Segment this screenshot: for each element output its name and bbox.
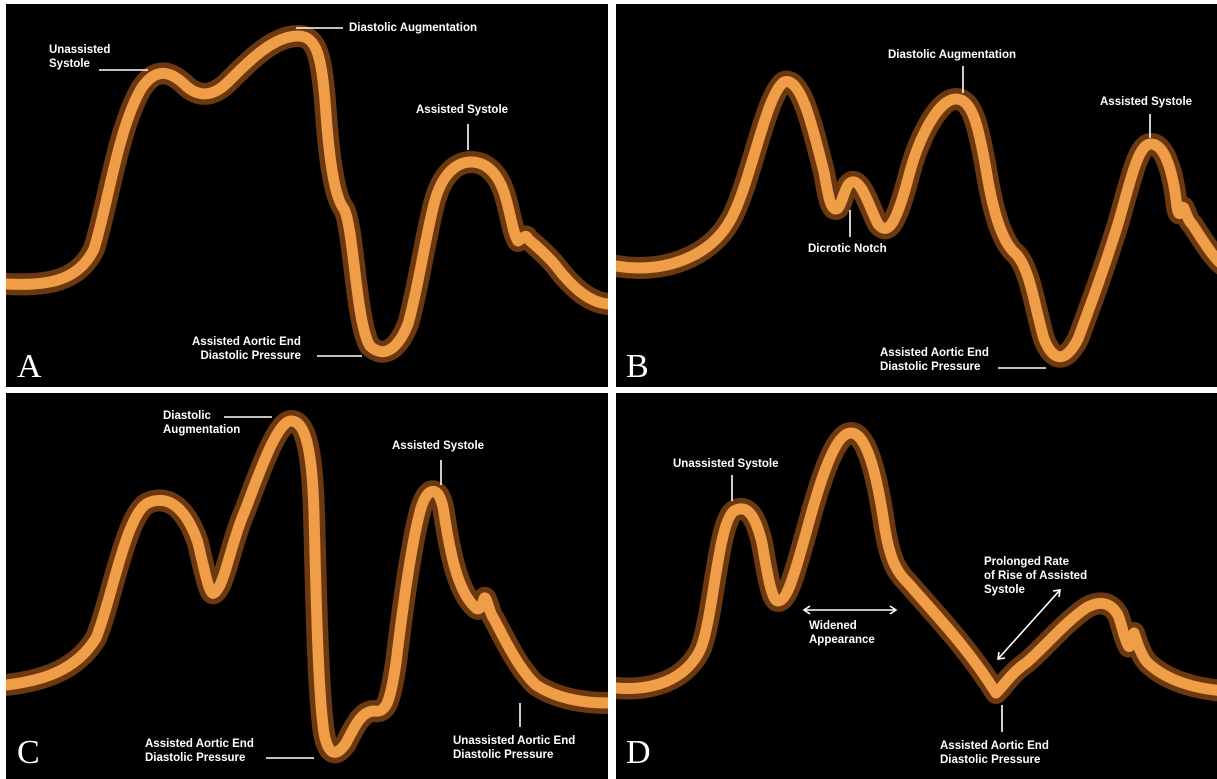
panel-c: Diastolic Augmentation Assisted Systole … (6, 393, 608, 779)
panel-a: Unassisted Systole Diastolic Augmentatio… (6, 4, 608, 387)
panel-letter: C (17, 734, 40, 771)
label-dicrotic-notch: Dicrotic Notch (808, 243, 887, 255)
panel-b: Diastolic Augmentation Assisted Systole … (616, 4, 1217, 387)
panel-d-waveform (616, 422, 1217, 732)
label-assisted-systole: Assisted Systole (392, 440, 485, 452)
panel-letter: B (626, 348, 649, 385)
label-assisted-aortic-end-diastolic-pressure: Assisted Aortic End Diastolic Pressure (192, 336, 301, 362)
label-assisted-aortic-end-diastolic-pressure: Assisted Aortic End Diastolic Pressure (880, 347, 989, 373)
label-assisted-systole: Assisted Systole (416, 104, 509, 116)
label-widened-appearance: Widened Appearance (809, 620, 875, 646)
label-prolonged-rate-of-rise: Prolonged Rate of Rise of Assisted Systo… (984, 556, 1088, 596)
label-diastolic-augmentation: Diastolic Augmentation (163, 410, 241, 436)
panel-a-waveform (6, 25, 608, 363)
panel-d: Unassisted Systole Widened Appearance Pr… (616, 393, 1217, 779)
label-unassisted-systole: Unassisted Systole (49, 44, 111, 70)
double-arrow-widened (802, 605, 898, 615)
label-assisted-systole: Assisted Systole (1100, 96, 1193, 108)
double-arrow-prolonged (997, 589, 1061, 660)
label-assisted-aortic-end-diastolic-pressure: Assisted Aortic End Diastolic Pressure (145, 738, 254, 764)
label-diastolic-augmentation: Diastolic Augmentation (888, 49, 1016, 61)
panel-b-waveform (616, 66, 1217, 369)
panel-c-waveform (6, 410, 608, 764)
label-assisted-aortic-end-diastolic-pressure: Assisted Aortic End Diastolic Pressure (940, 740, 1049, 766)
label-diastolic-augmentation: Diastolic Augmentation (349, 22, 477, 34)
panel-letter: A (17, 348, 42, 385)
label-unassisted-systole: Unassisted Systole (673, 458, 779, 470)
label-unassisted-aortic-end-diastolic-pressure: Unassisted Aortic End Diastolic Pressure (453, 735, 576, 761)
panel-letter: D (626, 734, 651, 771)
